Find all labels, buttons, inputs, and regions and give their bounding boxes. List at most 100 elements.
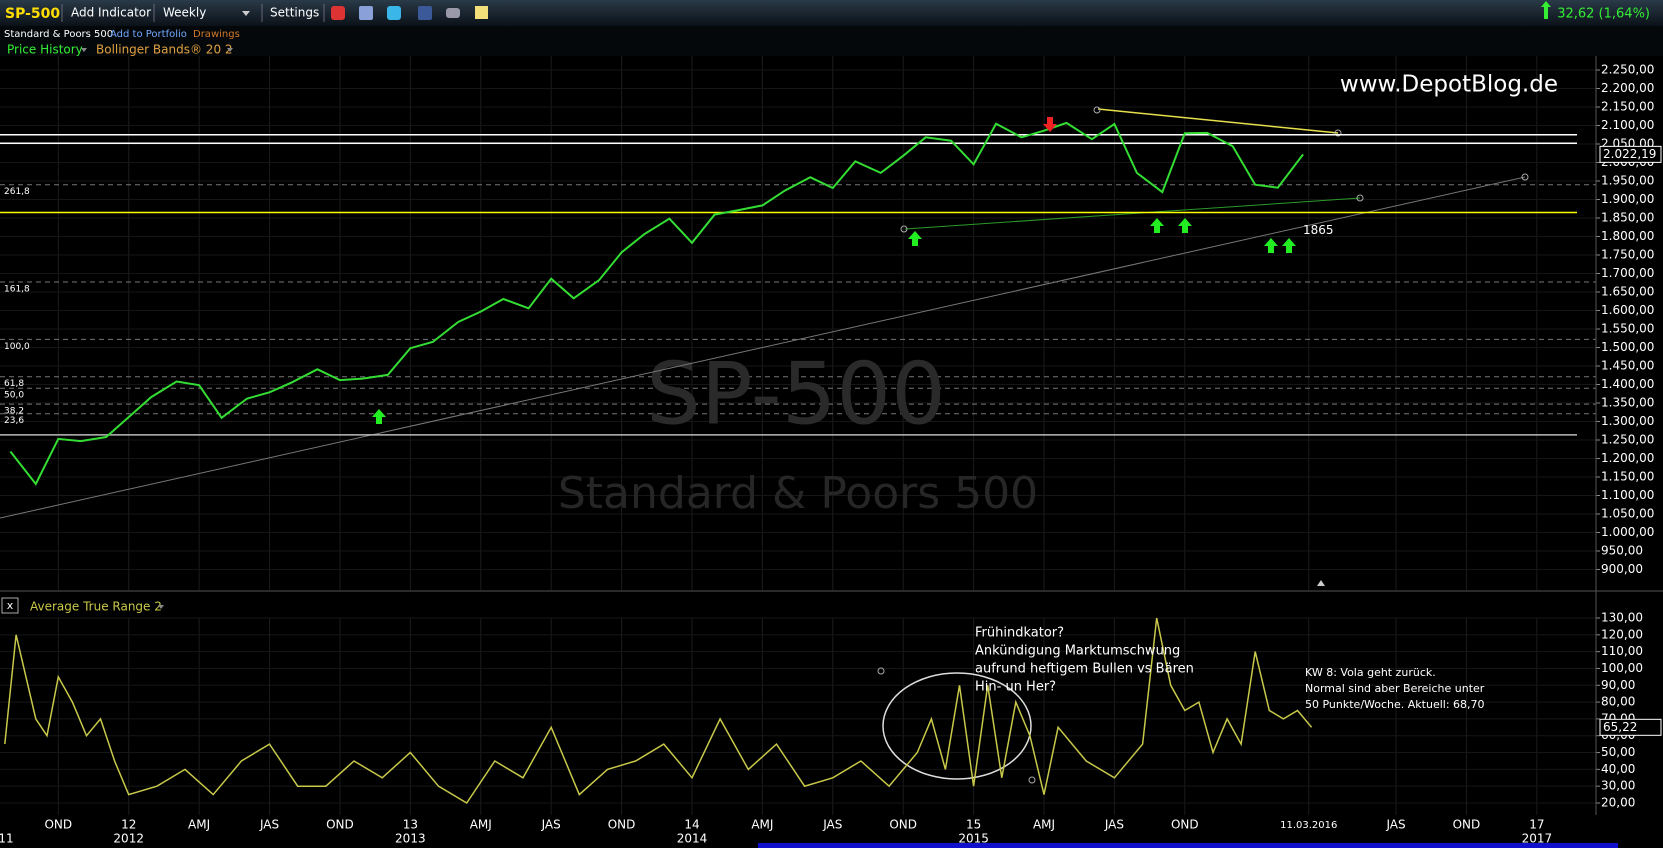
facebook-icon[interactable]: [418, 6, 432, 20]
pane-handle: [1317, 580, 1325, 586]
signal-arrow: [1282, 238, 1296, 253]
copy-icon[interactable]: [359, 6, 373, 20]
y-tick-label: 1.550,00: [1601, 322, 1654, 336]
x-tick-label: 14: [684, 818, 699, 832]
legend-price[interactable]: Price History: [7, 43, 83, 57]
y-tick-label: 1.050,00: [1601, 507, 1654, 521]
dropdown-arrow[interactable]: [81, 48, 87, 52]
legend-bollinger[interactable]: Bollinger Bands® 20 2: [96, 43, 233, 57]
x-tick-label: 13: [403, 818, 418, 832]
anchor: [877, 667, 885, 675]
add-indicator[interactable]: Add Indicator: [71, 6, 151, 20]
year-label: 2012: [113, 832, 144, 846]
annotation: Hin- un Her?: [975, 680, 1056, 695]
y-tick-label: 900,00: [1601, 562, 1643, 576]
signal-arrow: [1264, 238, 1278, 253]
y-tick-label: 1.700,00: [1601, 266, 1654, 280]
y-tick-label: 1.000,00: [1601, 525, 1654, 539]
symbol[interactable]: SP-500: [5, 6, 60, 22]
y-tick-label: 1.250,00: [1601, 433, 1654, 447]
drawings[interactable]: Drawings: [193, 29, 240, 40]
support-label: 1865: [1303, 223, 1334, 237]
anchor: [1334, 129, 1342, 137]
year-label: 2014: [677, 832, 708, 846]
watermark-symbol: SP-500: [646, 344, 946, 444]
watermark-name: Standard & Poors 500: [558, 468, 1038, 519]
settings[interactable]: Settings: [270, 6, 319, 20]
anchor: [1093, 106, 1101, 114]
year-label: 11: [0, 832, 14, 846]
last-value-box: [1599, 718, 1662, 736]
y-tick-label: 1.650,00: [1601, 285, 1654, 299]
y-tick-label: 1.850,00: [1601, 211, 1654, 225]
year-label: 2015: [958, 832, 989, 846]
x-tick-label: OND: [1171, 818, 1199, 832]
y-tick-label: 1.150,00: [1601, 470, 1654, 484]
x-tick-label: OND: [326, 818, 354, 832]
dropdown-arrow[interactable]: [227, 48, 233, 52]
subbar: [0, 26, 1663, 56]
annotation: Normal sind aber Bereiche unter: [1305, 682, 1485, 695]
y-tick-label: 1.450,00: [1601, 359, 1654, 373]
y-tick-label: 950,00: [1601, 544, 1643, 558]
y-tick-label: 2.200,00: [1601, 81, 1654, 95]
fib-label: 23,6: [4, 416, 24, 426]
trendline: [904, 197, 1361, 230]
x-tick-label: AMJ: [470, 818, 492, 832]
y-tick-label: 1.350,00: [1601, 396, 1654, 410]
toolbar: [0, 0, 1663, 26]
y-tick-label: 2.150,00: [1601, 100, 1654, 114]
close-icon[interactable]: x: [7, 599, 14, 612]
last-value: 65,22: [1603, 720, 1637, 734]
anchor: [1028, 776, 1036, 784]
y-tick-label: 50,00: [1601, 745, 1635, 759]
y-tick-label: 80,00: [1601, 695, 1635, 709]
anchor: [900, 225, 908, 233]
interval[interactable]: Weekly: [163, 6, 206, 20]
y-tick-label: 1.400,00: [1601, 377, 1654, 391]
trendline: [0, 176, 1526, 519]
highlight-ellipse: [882, 672, 1032, 780]
x-tick-label: 11.03.2016: [1280, 820, 1337, 831]
y-tick-label: 1.750,00: [1601, 248, 1654, 262]
annotation: KW 8: Vola geht zurück.: [1305, 666, 1436, 679]
close-pane[interactable]: [1, 597, 19, 614]
y-tick-label: 2.250,00: [1601, 63, 1654, 77]
x-tick-label: 12: [121, 818, 136, 832]
y-tick-label: 40,00: [1601, 762, 1635, 776]
x-tick-label: JAS: [822, 818, 842, 832]
fib-label: 50,0: [4, 391, 24, 401]
alarm-icon[interactable]: [331, 6, 345, 20]
annotation: Ankündigung Marktumschwung: [975, 644, 1180, 659]
instrument-name: Standard & Poors 500: [4, 29, 113, 40]
twitter-icon[interactable]: [387, 6, 401, 20]
dropdown-arrow[interactable]: [158, 605, 164, 609]
note-icon[interactable]: [475, 6, 488, 19]
x-tick-label: AMJ: [188, 818, 210, 832]
up-arrow: [1541, 1, 1551, 19]
x-tick-label: JAS: [1104, 818, 1124, 832]
x-tick-label: JAS: [1385, 818, 1405, 832]
x-tick-label: 17: [1529, 818, 1544, 832]
dropdown-arrow[interactable]: [242, 11, 250, 16]
share-icon[interactable]: [446, 8, 460, 18]
x-tick-label: AMJ: [751, 818, 773, 832]
add-portfolio[interactable]: Add to Portfolio: [110, 29, 187, 40]
y-tick-label: 1.300,00: [1601, 414, 1654, 428]
x-tick-label: AMJ: [1033, 818, 1055, 832]
signal-arrow: [1150, 218, 1164, 233]
fib-label: 161,8: [4, 285, 30, 295]
year-label: 2013: [395, 832, 426, 846]
y-tick-label: 100,00: [1601, 661, 1643, 675]
atr-legend[interactable]: Average True Range 2: [30, 600, 162, 614]
annotation: aufrund heftigem Bullen vs Bären: [975, 662, 1194, 677]
x-tick-label: OND: [608, 818, 636, 832]
x-tick-label: OND: [44, 818, 72, 832]
signal-arrow: [1178, 218, 1192, 233]
signal-arrow: [372, 409, 386, 424]
x-tick-label: OND: [1453, 818, 1481, 832]
y-tick-label: 1.950,00: [1601, 174, 1654, 188]
